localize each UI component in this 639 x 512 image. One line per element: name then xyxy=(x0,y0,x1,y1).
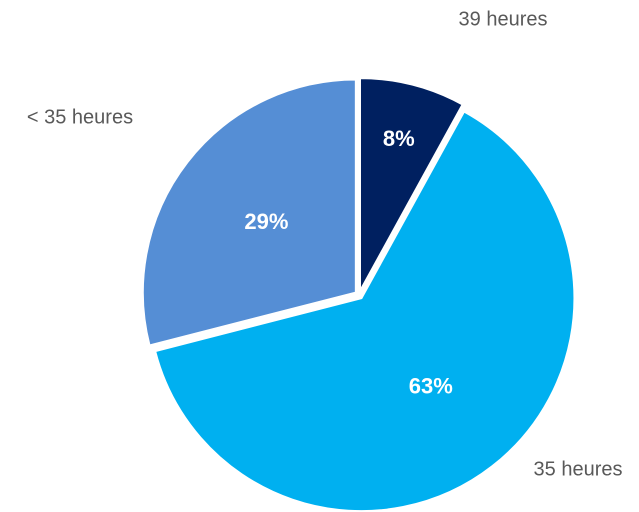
percent-label: 8% xyxy=(383,126,415,151)
percent-label: 63% xyxy=(409,373,453,398)
pie-slice xyxy=(141,78,357,347)
category-label: 39 heures xyxy=(459,8,548,30)
pie-slice xyxy=(153,110,576,512)
pie-slice xyxy=(358,77,464,292)
percent-label: 29% xyxy=(244,209,288,234)
category-label: < 35 heures xyxy=(27,106,133,128)
category-label: 35 heures xyxy=(534,458,623,480)
